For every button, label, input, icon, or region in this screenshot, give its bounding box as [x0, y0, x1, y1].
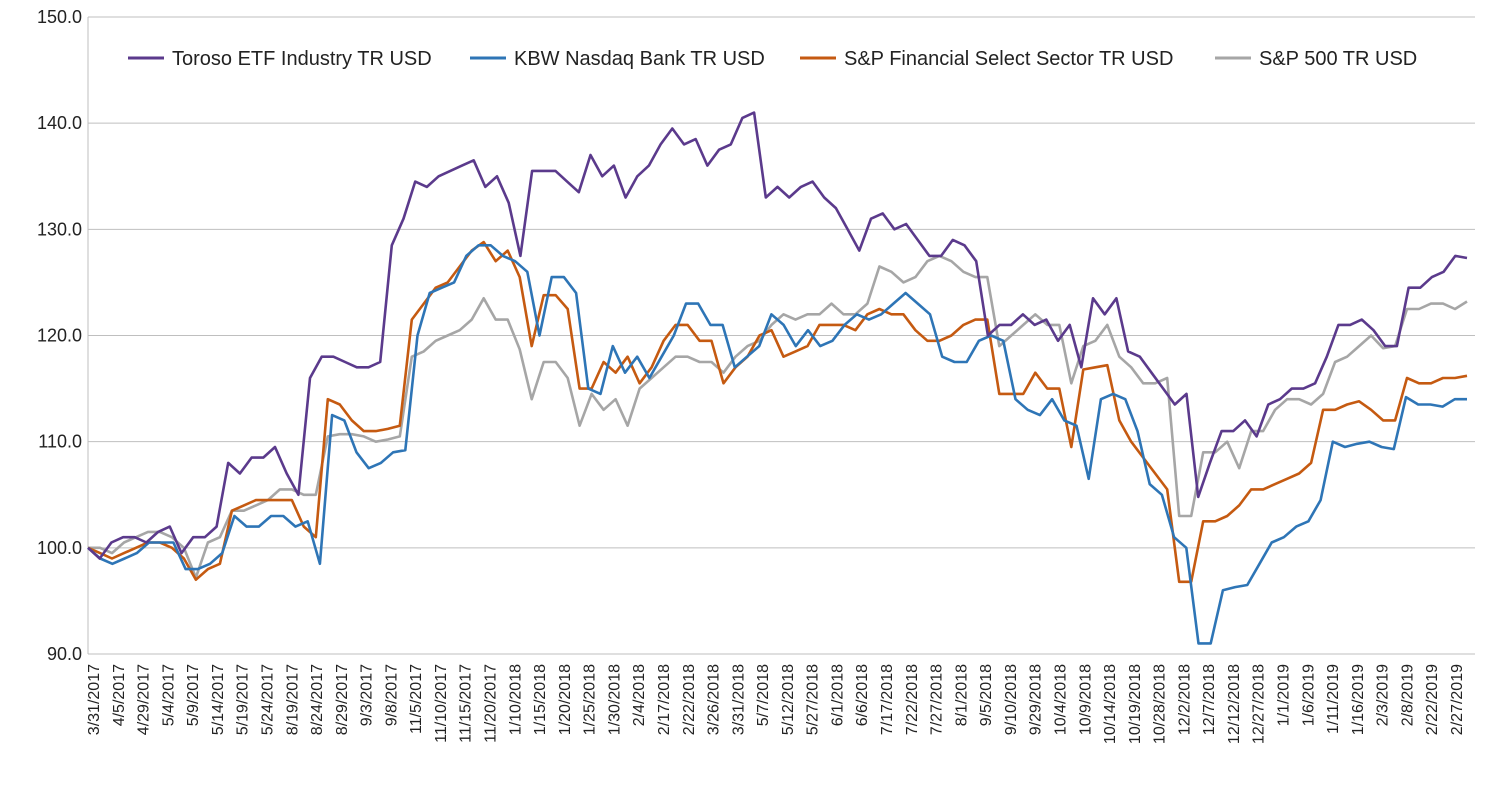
series-line-2 — [87, 240, 1468, 584]
x-tick-label: 7/22/2018 — [904, 664, 921, 735]
x-tick-label: 5/4/2017 — [160, 664, 177, 726]
x-tick-label: 10/14/2018 — [1102, 664, 1119, 744]
x-tick-label: 9/29/2018 — [1028, 664, 1045, 735]
x-tick-label: 1/11/2019 — [1325, 664, 1342, 734]
x-tick-label: 11/15/2017 — [458, 664, 475, 743]
y-tick-label: 90.0 — [47, 644, 82, 664]
legend-label: S&P 500 TR USD — [1259, 48, 1417, 70]
y-tick-label: 120.0 — [37, 326, 82, 346]
y-tick-label: 110.0 — [38, 432, 82, 452]
gridlines — [87, 16, 1475, 655]
x-axis: 3/31/2017 4/5/2017 4/29/2017 5/4/2017 5/9/20… — [86, 664, 1466, 744]
x-tick-label: 3/31/2017 — [86, 664, 103, 735]
x-tick-label: 2/4/2018 — [631, 664, 648, 726]
x-tick-label: 1/20/2018 — [557, 664, 574, 735]
series-line-3 — [88, 254, 1468, 579]
x-tick-label: 9/10/2018 — [1003, 664, 1020, 735]
legend-label: S&P Financial Select Sector TR USD — [844, 48, 1173, 70]
x-tick-label: 5/14/2017 — [210, 664, 227, 735]
x-tick-label: 2/8/2019 — [1399, 664, 1416, 726]
x-tick-label: 12/7/2018 — [1201, 664, 1218, 735]
x-tick-label: 3/31/2018 — [730, 664, 747, 735]
x-tick-label: 1/10/2018 — [507, 664, 524, 735]
x-tick-label: 2/3/2019 — [1375, 664, 1392, 726]
x-tick-label: 9/5/2018 — [978, 664, 995, 726]
x-tick-label: 1/1/2019 — [1276, 664, 1293, 726]
x-tick-label: 12/27/2018 — [1251, 664, 1268, 744]
x-tick-label: 10/4/2018 — [1052, 664, 1069, 735]
series-lines — [87, 111, 1468, 645]
x-tick-label: 2/22/2019 — [1424, 664, 1441, 735]
x-tick-label: 8/24/2017 — [309, 664, 326, 735]
x-tick-label: 12/2/2018 — [1176, 664, 1193, 735]
x-tick-label: 1/6/2019 — [1300, 664, 1317, 726]
x-tick-label: 6/6/2018 — [854, 664, 871, 726]
x-tick-label: 8/19/2017 — [284, 664, 301, 735]
x-tick-label: 2/22/2018 — [681, 664, 698, 735]
x-tick-label: 5/19/2017 — [235, 664, 252, 735]
x-tick-label: 5/12/2018 — [780, 664, 797, 735]
x-tick-label: 9/3/2017 — [359, 664, 376, 726]
x-tick-label: 3/26/2018 — [706, 664, 723, 735]
legend-label: KBW Nasdaq Bank TR USD — [514, 48, 765, 70]
legend-label: Toroso ETF Industry TR USD — [172, 48, 432, 70]
y-tick-label: 130.0 — [37, 219, 82, 239]
legend: Toroso ETF Industry TR USD KBW Nasdaq Ban… — [128, 48, 1417, 70]
x-tick-label: 11/10/2017 — [433, 664, 450, 743]
x-tick-label: 4/29/2017 — [136, 664, 153, 735]
series-line-1 — [87, 244, 1467, 645]
y-tick-label: 150.0 — [37, 7, 82, 27]
x-tick-label: 5/27/2018 — [805, 664, 822, 735]
series-line-0 — [87, 111, 1468, 560]
x-tick-label: 8/29/2017 — [334, 664, 351, 735]
x-tick-label: 11/5/2017 — [408, 664, 425, 734]
x-tick-label: 4/5/2017 — [111, 664, 128, 726]
x-tick-label: 5/9/2017 — [185, 664, 202, 726]
x-tick-label: 6/1/2018 — [829, 664, 846, 726]
y-tick-label: 140.0 — [37, 113, 82, 133]
x-tick-label: 11/20/2017 — [483, 664, 500, 743]
x-tick-label: 12/12/2018 — [1226, 664, 1243, 744]
x-tick-label: 7/27/2018 — [929, 664, 946, 735]
x-tick-label: 10/9/2018 — [1077, 664, 1094, 735]
x-tick-label: 1/16/2019 — [1350, 664, 1367, 735]
x-tick-label: 1/30/2018 — [606, 664, 623, 735]
x-tick-label: 7/17/2018 — [879, 664, 896, 735]
x-tick-label: 2/27/2019 — [1449, 664, 1466, 735]
x-tick-label: 1/25/2018 — [582, 664, 599, 735]
x-tick-label: 5/7/2018 — [755, 664, 772, 726]
y-tick-label: 100.0 — [37, 538, 82, 558]
y-axis: 90.0 100.0 110.0 120.0 130.0 140.0 150.0 — [37, 7, 82, 664]
x-tick-label: 9/8/2017 — [383, 664, 400, 726]
x-tick-label: 1/15/2018 — [532, 664, 549, 735]
x-tick-label: 10/28/2018 — [1152, 664, 1169, 744]
x-tick-label: 8/1/2018 — [953, 664, 970, 726]
x-tick-label: 10/19/2018 — [1127, 664, 1144, 744]
x-tick-label: 5/24/2017 — [259, 664, 276, 735]
x-tick-label: 2/17/2018 — [656, 664, 673, 735]
